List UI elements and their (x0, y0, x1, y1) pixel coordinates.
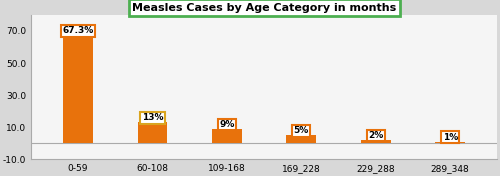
Text: 1%: 1% (442, 133, 458, 142)
Bar (436, 142, 465, 143)
Text: 13%: 13% (142, 114, 163, 122)
Text: 67.3%: 67.3% (62, 26, 94, 35)
Bar (138, 122, 168, 143)
Title: Measles Cases by Age Category in months: Measles Cases by Age Category in months (132, 3, 396, 13)
Bar (212, 129, 242, 143)
Text: 2%: 2% (368, 131, 384, 140)
Text: 5%: 5% (294, 126, 309, 135)
Bar (63, 35, 93, 143)
Text: 9%: 9% (219, 120, 234, 129)
Bar (286, 135, 316, 143)
Bar (361, 140, 390, 143)
